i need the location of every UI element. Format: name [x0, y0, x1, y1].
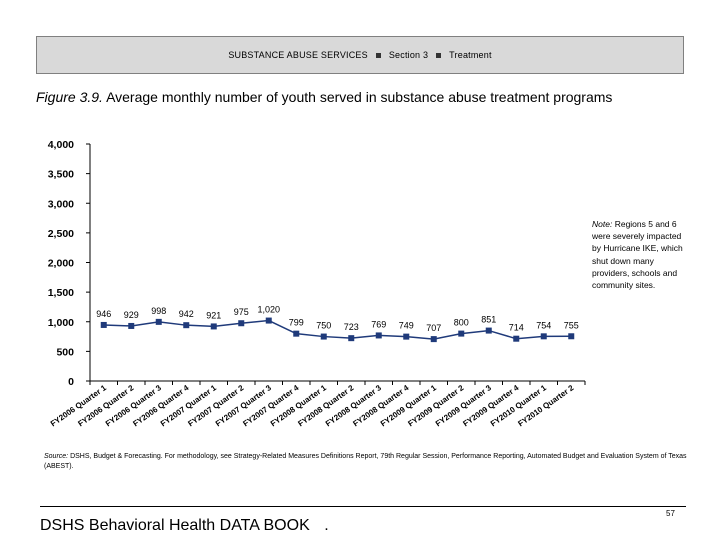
data-point — [403, 333, 410, 340]
data-label: 921 — [206, 310, 221, 320]
y-tick-label: 3,000 — [48, 198, 74, 210]
y-tick-label: 4,000 — [48, 139, 74, 151]
section-name: SUBSTANCE ABUSE SERVICES — [228, 50, 368, 60]
data-label: 755 — [564, 320, 579, 330]
data-point — [320, 333, 327, 340]
note-text: Regions 5 and 6 were severely impacted b… — [592, 219, 683, 291]
y-tick-label: 2,500 — [48, 228, 74, 240]
data-point — [513, 335, 520, 342]
data-point — [183, 322, 190, 329]
data-label: 851 — [481, 315, 496, 325]
data-point — [100, 321, 107, 328]
data-point — [568, 333, 575, 340]
source-text: DSHS, Budget & Forecasting. For methodol… — [44, 453, 687, 470]
series-line — [103, 319, 572, 340]
chart-axes — [89, 144, 585, 382]
y-tick-label: 500 — [56, 346, 74, 358]
section-header-bar: SUBSTANCE ABUSE SERVICES Section 3 Treat… — [36, 36, 684, 74]
data-label: 942 — [179, 309, 194, 319]
y-tick-label: 3,500 — [48, 169, 74, 181]
data-point — [238, 320, 245, 327]
data-point — [348, 335, 355, 342]
data-point — [458, 330, 465, 337]
figure-title: Figure 3.9. Average monthly number of yo… — [36, 88, 676, 106]
data-point — [265, 317, 272, 324]
data-label: 750 — [316, 321, 331, 331]
source-label: Source: — [44, 453, 69, 460]
data-label: 714 — [509, 323, 524, 333]
y-tick-label: 1,000 — [48, 317, 74, 329]
section-number: Section 3 — [388, 50, 429, 60]
y-tick-label: 2,000 — [48, 258, 74, 270]
data-label: 1,020 — [257, 305, 280, 315]
data-points — [100, 317, 575, 343]
separator-square-icon — [375, 52, 381, 58]
book-title: DSHS Behavioral Health DATA BOOK — [40, 517, 310, 534]
data-point — [293, 330, 300, 337]
data-point — [128, 322, 135, 329]
data-point — [210, 323, 217, 330]
data-labels: 946 929 998 942 921 975 1,020 799 750 723 769 749 70… — [96, 305, 579, 334]
y-axis-ticks: 0 500 1,000 1,500 2,000 2,500 3,000 3,500 4,000 — [48, 139, 90, 388]
data-label: 707 — [426, 323, 441, 333]
data-label: 754 — [536, 320, 551, 330]
subsection-name: Treatment — [449, 50, 492, 60]
data-label: 946 — [96, 309, 111, 319]
footer-book-title: DSHS Behavioral Health DATA BOOK . — [40, 517, 329, 535]
data-point — [155, 318, 162, 325]
figure-label: Figure 3.9. — [36, 89, 103, 105]
data-point — [430, 336, 437, 343]
note-label: Note: — [592, 219, 613, 229]
separator-square-icon — [436, 52, 442, 58]
data-label: 975 — [234, 307, 249, 317]
data-label: 998 — [151, 306, 166, 316]
y-tick-label: 0 — [68, 376, 74, 388]
data-point — [485, 327, 492, 334]
figure-title-text: Average monthly number of youth served i… — [106, 89, 613, 105]
footer-divider — [40, 506, 686, 507]
data-label: 723 — [344, 322, 359, 332]
data-point — [540, 333, 547, 340]
chart-note: Note: Regions 5 and 6 were severely impa… — [592, 218, 688, 291]
page-number: 57 — [666, 509, 675, 518]
data-label: 749 — [399, 321, 414, 331]
data-label: 799 — [289, 318, 304, 328]
data-label: 929 — [124, 310, 139, 320]
data-label: 800 — [454, 318, 469, 328]
data-label: 769 — [371, 319, 386, 329]
source-citation: Source: DSHS, Budget & Forecasting. For … — [44, 452, 694, 472]
y-tick-label: 1,500 — [48, 287, 74, 299]
footer-dot: . — [324, 517, 329, 534]
data-point — [375, 332, 382, 339]
